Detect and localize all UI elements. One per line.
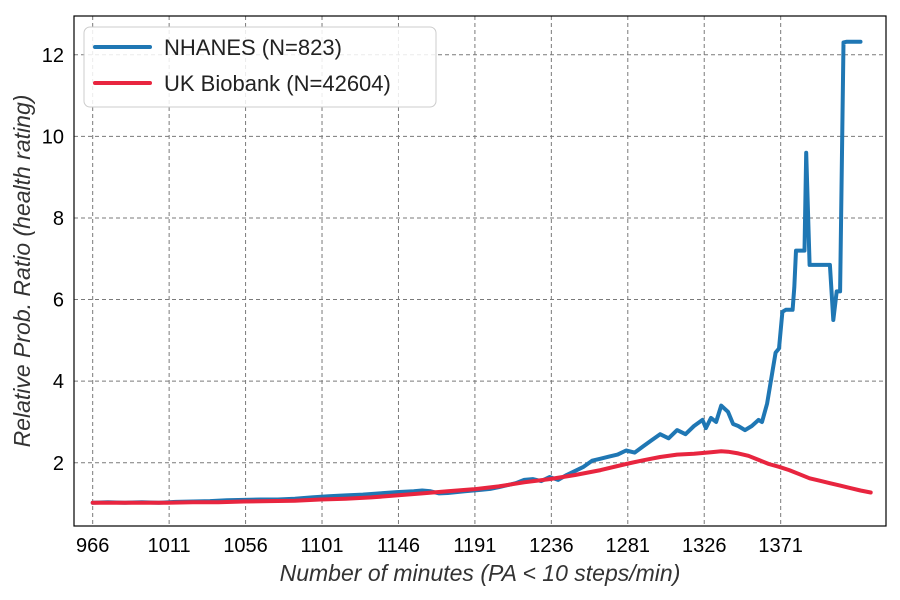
series-line-nhanes — [90, 39, 863, 505]
y-tick-labels: 2 4 6 8 10 12 — [42, 45, 64, 475]
y-tick-label: 8 — [53, 208, 64, 230]
legend: NHANES (N=823) UK Biobank (N=42604) — [83, 26, 437, 108]
legend-label-nhanes: NHANES (N=823) — [164, 35, 342, 60]
y-tick-label: 12 — [42, 45, 64, 67]
y-tick-label: 4 — [53, 371, 64, 393]
legend-label-ukbiobank: UK Biobank (N=42604) — [164, 71, 391, 96]
y-tick-label: 6 — [53, 290, 64, 312]
series-line-ukbiobank — [90, 449, 873, 505]
x-tick-label: 1146 — [377, 535, 420, 557]
x-tick-label: 1191 — [453, 535, 496, 557]
x-tick-label: 1056 — [223, 535, 268, 557]
x-tick-label: 1011 — [148, 535, 191, 557]
x-tick-labels: 966 1011 1056 1101 1146 1191 1236 1281 1326 1371 — [76, 535, 803, 557]
x-tick-label: 1281 — [606, 535, 651, 557]
plot-frame — [73, 15, 887, 527]
y-axis-title: Relative Prob. Ratio (health rating) — [9, 95, 35, 448]
x-tick-label: 966 — [76, 535, 109, 557]
y-tick-label: 10 — [42, 126, 64, 148]
x-tick-label: 1326 — [682, 535, 727, 557]
x-tick-label: 1236 — [529, 535, 574, 557]
y-tick-label: 2 — [53, 453, 64, 475]
x-axis-title: Number of minutes (PA < 10 steps/min) — [280, 560, 681, 586]
legend-box — [83, 26, 437, 108]
x-tick-label: 1101 — [301, 535, 344, 557]
x-tick-label: 1371 — [758, 535, 803, 557]
series-lines — [90, 39, 873, 505]
